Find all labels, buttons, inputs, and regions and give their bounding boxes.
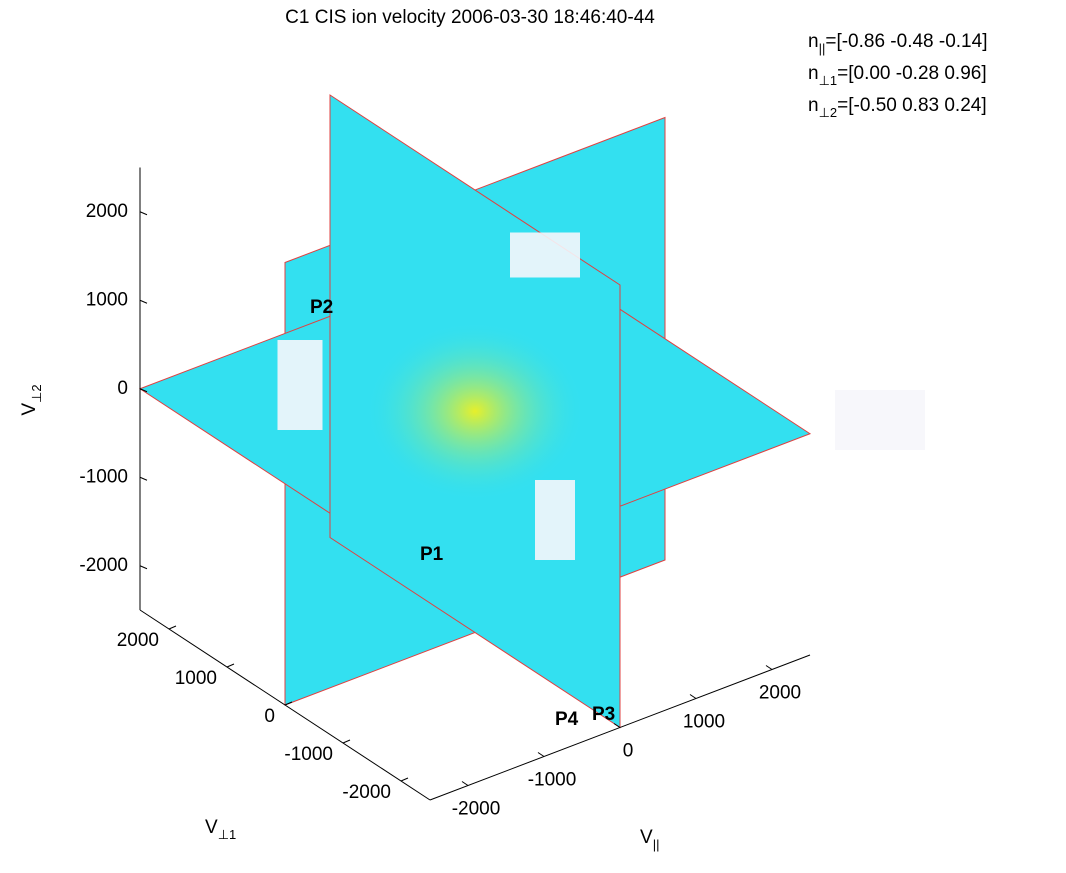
z-tick <box>139 388 148 393</box>
z-tick-label: 0 <box>117 378 128 399</box>
x-tick <box>689 694 697 699</box>
x-tick-label: -1000 <box>528 770 577 791</box>
normal-text: =[-0.50 0.83 0.24] <box>837 95 986 116</box>
y-tick-label: 0 <box>264 706 275 727</box>
normal-subscript: ⊥2 <box>819 105 838 120</box>
z-tick <box>139 299 148 304</box>
empty-bin <box>510 232 580 278</box>
normal-text: =[-0.86 -0.48 -0.14] <box>825 31 987 52</box>
empty-bin <box>835 390 925 450</box>
plane-core <box>365 321 585 502</box>
x-tick-label: 1000 <box>683 712 725 733</box>
y-tick <box>342 739 351 744</box>
normal-text: =[0.00 -0.28 0.96] <box>837 63 986 84</box>
x-axis-label-symbol: V <box>640 827 653 848</box>
slice-planes <box>138 94 925 729</box>
y-tick <box>168 625 177 630</box>
normal-symbol: n <box>808 63 819 84</box>
normal-vector: n⊥1=[0.00 -0.28 0.96] <box>808 63 987 88</box>
y-tick <box>226 663 235 668</box>
normal-vector: n⊥2=[-0.50 0.83 0.24] <box>808 95 987 120</box>
normal-subscript: || <box>819 41 826 56</box>
point-label: P4 <box>555 709 579 730</box>
x-tick <box>613 723 621 728</box>
x-tick-label: -2000 <box>452 799 501 820</box>
x-axis-label: V|| <box>640 827 659 852</box>
y-tick-label: -1000 <box>284 744 333 765</box>
z-tick <box>139 565 148 570</box>
y-axis-label-subscript: ⊥1 <box>218 827 237 842</box>
z-tick-label: -2000 <box>79 555 128 576</box>
point-label: P2 <box>310 297 333 318</box>
x-axis-label-subscript: || <box>653 837 660 852</box>
z-tick <box>139 476 148 481</box>
x-tick <box>537 752 545 757</box>
x-tick <box>461 781 469 786</box>
x-tick-label: 2000 <box>759 683 801 704</box>
z-tick-label: 1000 <box>86 289 128 310</box>
z-axis-label-subscript: ⊥2 <box>29 384 44 403</box>
normal-subscript: ⊥1 <box>819 73 838 88</box>
x-tick <box>765 665 773 670</box>
normal-symbol: n <box>808 95 819 116</box>
y-tick <box>400 777 409 782</box>
y-axis-label: V⊥1 <box>205 817 236 842</box>
y-tick-label: -2000 <box>342 782 391 803</box>
point-label: P3 <box>592 704 615 725</box>
chart-title: C1 CIS ion velocity 2006-03-30 18:46:40-… <box>285 7 655 28</box>
point-label: P1 <box>420 544 444 565</box>
z-tick-label: -1000 <box>79 466 128 487</box>
y-tick-label: 1000 <box>175 668 217 689</box>
z-tick <box>139 211 148 216</box>
y-tick <box>284 701 293 706</box>
y-tick-label: 2000 <box>117 630 159 651</box>
z-axis-label-symbol: V <box>19 403 40 416</box>
z-tick-label: 2000 <box>86 201 128 222</box>
y-axis-label-symbol: V <box>205 817 218 838</box>
z-axis-label: V⊥2 <box>19 384 44 415</box>
x-tick-label: 0 <box>623 741 634 762</box>
axes: -2000 -1000 0 1000 2000 -2000 -1000 0 1000 2000 -2… <box>19 167 811 852</box>
empty-bin <box>277 340 323 430</box>
normal-symbol: n <box>808 31 819 52</box>
empty-bin <box>535 480 575 560</box>
normal-vector: n||=[-0.86 -0.48 -0.14] <box>808 31 987 56</box>
